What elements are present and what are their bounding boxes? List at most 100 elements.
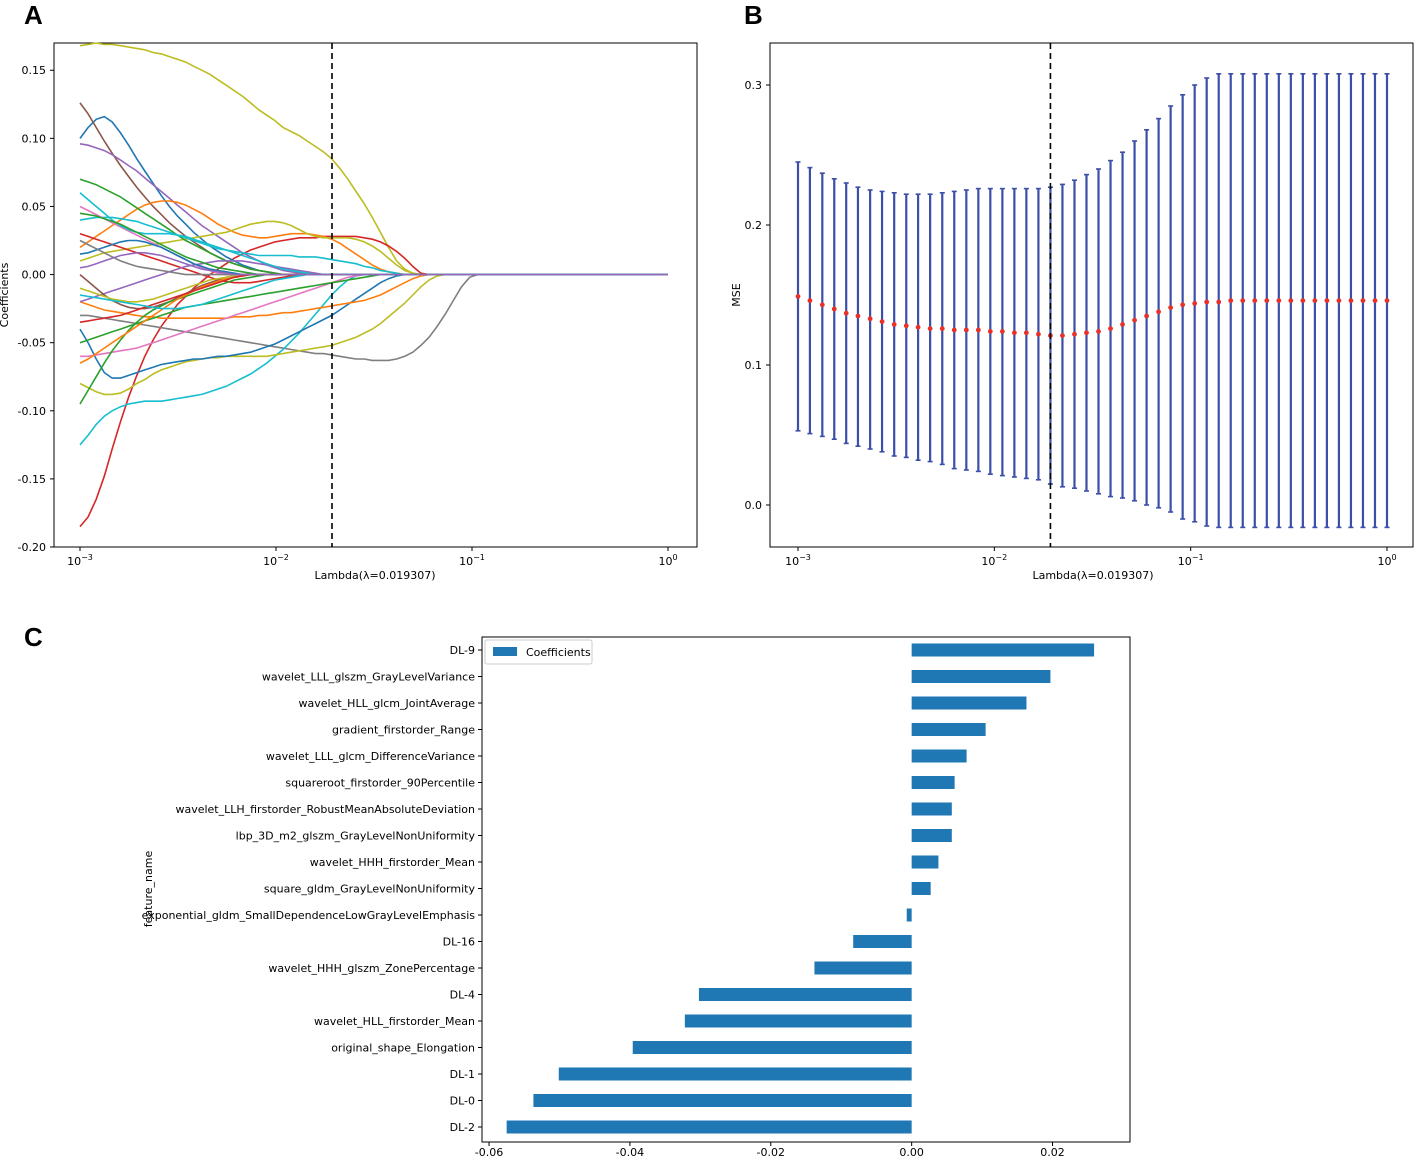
mse-point — [987, 329, 993, 334]
error-bar-41 — [1288, 73, 1294, 529]
mse-point — [879, 319, 885, 324]
error-bar-5 — [855, 186, 861, 448]
bar-DL-16 — [853, 935, 912, 948]
error-bar-26 — [1108, 159, 1114, 498]
feature-label: DL-16 — [443, 936, 475, 949]
mse-point — [975, 327, 981, 333]
feature-label: DL-1 — [450, 1068, 475, 1081]
panel-letter-b: B — [744, 0, 763, 30]
bar-gradient_firstorder_Range — [911, 723, 986, 736]
mse-point — [867, 316, 873, 322]
panel-a-coefficient-lines — [79, 42, 668, 528]
mse-point — [807, 298, 813, 303]
mse-point — [1240, 298, 1246, 303]
panel-c-y-label: feature_name — [142, 851, 155, 928]
error-bar-30 — [1156, 117, 1162, 509]
error-bar-9 — [903, 193, 909, 459]
y-tick-label: 0.15 — [22, 64, 47, 77]
mse-point — [1324, 298, 1330, 303]
error-bar-44 — [1324, 73, 1330, 529]
error-bar-33 — [1192, 84, 1198, 523]
x-tick-label: 100 — [1377, 553, 1396, 568]
mse-point — [1264, 298, 1270, 303]
mse-point — [939, 326, 945, 331]
error-bar-12 — [939, 192, 945, 466]
error-bar-8 — [891, 192, 897, 457]
y-tick-label: 0.0 — [745, 499, 763, 512]
feature-label: squareroot_firstorder_90Percentile — [285, 777, 475, 790]
panel-letter-c: C — [24, 622, 43, 652]
legend-box — [484, 639, 593, 665]
error-bar-19 — [1023, 187, 1029, 480]
error-bar-46 — [1348, 73, 1354, 529]
coef-path-f7 — [79, 273, 668, 379]
y-tick-label: 0.1 — [745, 359, 763, 372]
error-bar-43 — [1312, 73, 1318, 529]
legend-label: Coefficients — [526, 646, 591, 659]
error-bar-11 — [927, 193, 933, 463]
coef-path-f30 — [79, 252, 668, 276]
error-bar-25 — [1096, 168, 1102, 495]
y-tick-label: -0.10 — [18, 405, 46, 418]
panel-c-feature-labels: DL-9 wavelet_LLL_glszm_GrayLevelVariancew… — [142, 644, 482, 1134]
mse-point — [1096, 329, 1101, 334]
bar-original_shape_Elongation — [632, 1041, 912, 1054]
coef-path-f14 — [79, 178, 668, 276]
bar-squareroot_firstorder_90Percentile — [911, 776, 955, 789]
mse-point — [1168, 305, 1174, 310]
mse-point — [1156, 309, 1162, 315]
error-bar-28 — [1132, 140, 1138, 502]
mse-point — [1011, 330, 1017, 336]
mse-point — [795, 294, 801, 299]
mse-point — [1036, 331, 1041, 337]
mse-point — [819, 302, 825, 308]
mse-point — [831, 306, 837, 312]
panel-b-axes-frame — [769, 42, 1414, 548]
error-bar-37 — [1240, 73, 1246, 529]
x-tick-label: -0.06 — [475, 1146, 503, 1157]
mse-point — [1180, 302, 1186, 308]
panel-a-y-label: Coefficients — [0, 262, 11, 327]
x-tick-label: 10−3 — [67, 553, 93, 568]
panel-c-axes-frame — [481, 636, 1131, 1143]
x-tick-label: 10−2 — [981, 553, 1007, 568]
mse-point — [903, 323, 909, 329]
mse-point — [1216, 299, 1222, 305]
coef-path-f19 — [79, 273, 668, 310]
y-tick-label: 0.05 — [22, 200, 47, 213]
x-tick-label: 10−1 — [459, 553, 485, 568]
mse-point — [1384, 298, 1390, 303]
feature-label: DL-4 — [450, 989, 475, 1002]
error-bar-1 — [807, 166, 813, 435]
bar-square_gldm_GrayLevelNonUniformity — [911, 882, 931, 895]
coef-path-f6 — [79, 273, 668, 396]
error-bar-15 — [975, 187, 981, 473]
error-bar-45 — [1336, 73, 1342, 529]
panel-b-y-label: MSE — [730, 283, 743, 306]
error-bar-49 — [1384, 73, 1390, 529]
feature-label: DL-0 — [450, 1095, 475, 1108]
mse-point — [1023, 330, 1029, 336]
feature-label: original_shape_Elongation — [331, 1042, 475, 1055]
error-bar-29 — [1144, 129, 1150, 506]
feature-label: DL-2 — [450, 1121, 475, 1134]
feature-label: wavelet_HLL_firstorder_Mean — [314, 1015, 475, 1028]
error-bar-34 — [1204, 77, 1210, 527]
y-tick-label: 0.00 — [22, 269, 47, 282]
coef-path-f29 — [79, 273, 668, 310]
x-tick-label: 10−2 — [263, 553, 289, 568]
panel-b-mse-curve: 0.0 0.1 0.2 0.3 10−3 10−2 10−1 100 Lambda(λ=0.… — [730, 42, 1414, 582]
error-bar-14 — [963, 189, 969, 471]
mse-point — [855, 313, 861, 319]
error-bar-3 — [831, 178, 837, 441]
feature-label: wavelet_HHH_glszm_ZonePercentage — [268, 962, 475, 975]
panel-c-feature-coefficients: DL-9 wavelet_LLL_glszm_GrayLevelVariancew… — [142, 636, 1131, 1157]
panel-a-axes-frame — [53, 42, 698, 548]
feature-label: lbp_3D_m2_glszm_GrayLevelNonUniformity — [236, 830, 476, 843]
bar-DL-4 — [698, 988, 912, 1001]
mse-point — [1084, 330, 1089, 336]
error-bar-23 — [1071, 179, 1077, 490]
error-bar-16 — [987, 187, 993, 476]
mse-point — [1336, 298, 1342, 303]
